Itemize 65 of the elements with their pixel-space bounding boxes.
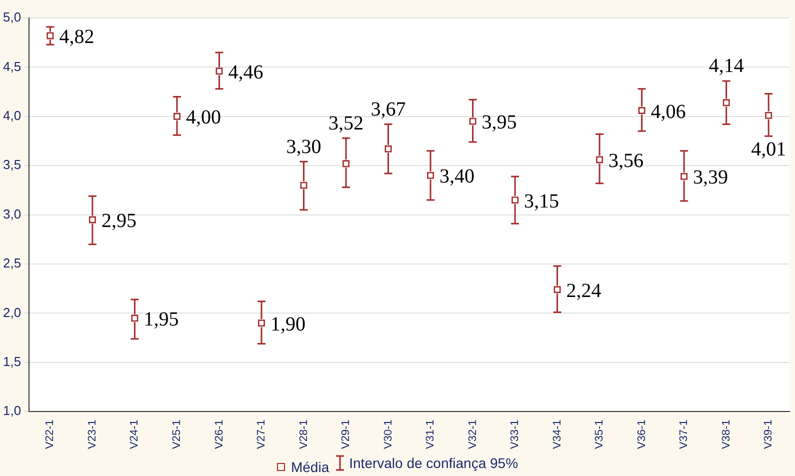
y-tick-label: 5,0 [2, 10, 22, 25]
point [722, 99, 730, 106]
data-label: 1,95 [144, 308, 179, 330]
y-tick-label: 1,5 [2, 354, 22, 370]
x-tick-label: V39-1 [762, 420, 775, 450]
data-label: 3,56 [608, 150, 644, 172]
data-label: 2,95 [101, 210, 136, 232]
y-tick-label: 3,0 [2, 206, 22, 222]
point [596, 156, 604, 164]
point [131, 314, 138, 322]
point [216, 68, 223, 75]
data-label: 2,24 [566, 280, 602, 302]
x-tick-label: V37-1 [678, 420, 690, 450]
x-tick-label: V25-1 [171, 420, 184, 450]
text: Intervalo de confiança 95% [348, 455, 518, 471]
data-label: 4,00 [186, 106, 221, 129]
x-tick-label: V36-1 [636, 420, 648, 450]
y-tick-label: 2,5 [2, 256, 22, 271]
point [680, 172, 688, 180]
data-label: 4,82 [59, 26, 94, 48]
x-tick-label: V23-1 [86, 420, 98, 450]
y-tick-label: 4,5 [2, 58, 22, 74]
x-tick-label: V29-1 [340, 420, 352, 450]
x-tick-label: V24-1 [128, 420, 141, 450]
y-tick-label: 1,0 [2, 403, 22, 418]
point [765, 112, 772, 119]
data-label: 3,67 [370, 98, 406, 121]
x-tick-label: V28-1 [298, 420, 310, 450]
x-tick-label: V35-1 [594, 420, 606, 450]
data-label: 1,90 [270, 313, 306, 336]
point [512, 196, 519, 204]
y-tick-label: 3,5 [2, 157, 22, 172]
data-label: 4,14 [708, 55, 744, 78]
point [46, 32, 54, 40]
data-label: 4,46 [228, 61, 264, 84]
point [258, 320, 265, 327]
point [300, 182, 308, 189]
point [638, 107, 646, 114]
point [384, 145, 392, 152]
legend-label: Média [290, 459, 330, 475]
x-tick-label: V31-1 [424, 420, 437, 450]
x-tick-label: V30-1 [382, 420, 394, 450]
x-tick-label: V33-1 [509, 420, 522, 450]
y-tick-label: 2,0 [2, 304, 22, 320]
y-tick-label: 4,0 [2, 108, 22, 123]
data-label: 4,01 [751, 138, 786, 160]
data-label: 3,40 [440, 166, 475, 188]
x-tick-label: V27-1 [256, 420, 268, 450]
point [469, 118, 476, 125]
data-label: 3,30 [286, 136, 322, 158]
x-tick-label: V22-1 [44, 420, 56, 450]
point [554, 286, 561, 294]
point [88, 216, 96, 224]
point [342, 160, 350, 168]
x-tick-label: V26-1 [213, 420, 226, 450]
data-label: 3,39 [693, 166, 728, 189]
data-label: 3,15 [524, 190, 560, 212]
x-tick-label: V38-1 [720, 420, 732, 450]
point [173, 112, 180, 120]
data-label: 3,95 [482, 112, 517, 134]
x-tick-label: V34-1 [551, 420, 564, 450]
data-label: 3,52 [328, 112, 364, 134]
x-tick-label: V32-1 [466, 420, 479, 450]
data-label: 4,06 [650, 100, 686, 123]
point [427, 172, 434, 179]
